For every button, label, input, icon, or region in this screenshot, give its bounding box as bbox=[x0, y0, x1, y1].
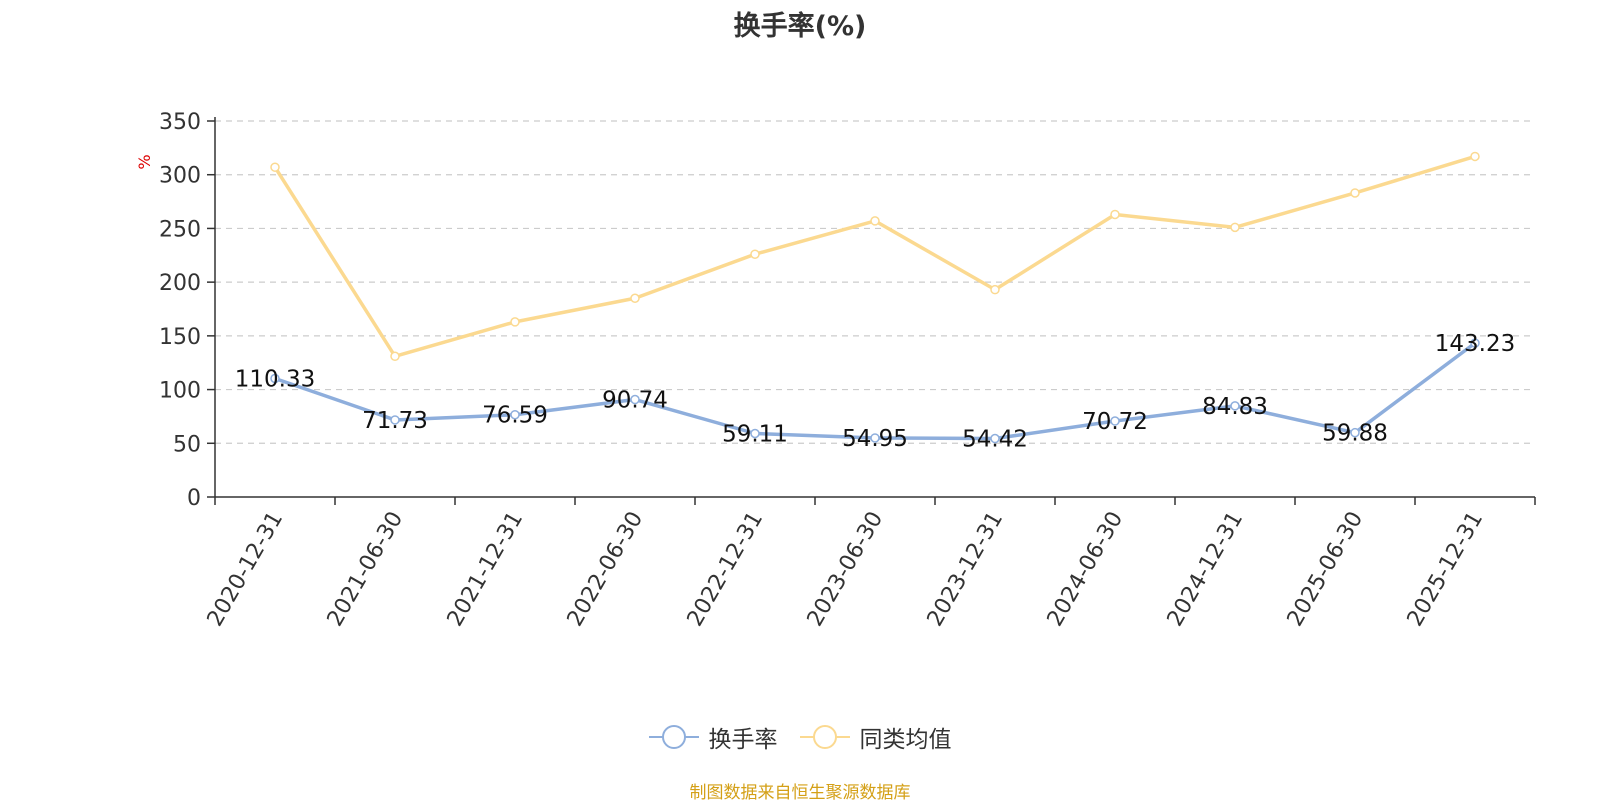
y-tick-label-250: 250 bbox=[159, 217, 201, 242]
series-2-point-2020-12-31 bbox=[270, 162, 280, 172]
legend-label-series-2: 同类均值 bbox=[859, 727, 952, 753]
legend: 换手率 同类均值 bbox=[0, 720, 1600, 754]
series-2-point-2021-06-30 bbox=[390, 351, 400, 362]
series-2-point-2023-12-31 bbox=[990, 284, 1000, 295]
x-tick-label-2022-06-30: 2022-06-30 bbox=[563, 508, 649, 631]
x-tick-label-2020-12-31: 2020-12-31 bbox=[203, 508, 289, 631]
series-2-point-2024-12-31 bbox=[1230, 222, 1240, 233]
series-1-point-2023-12-31 bbox=[990, 433, 1000, 444]
y-tick-label-300: 300 bbox=[159, 164, 201, 189]
series-1-point-2023-06-30 bbox=[870, 433, 880, 443]
x-tick-label-2021-12-31: 2021-12-31 bbox=[443, 508, 529, 631]
data-label-2023-06-30: 54.95 bbox=[842, 426, 908, 452]
series-2-point-2025-06-30 bbox=[1350, 188, 1360, 198]
legend-marker-series-2 bbox=[799, 725, 850, 749]
series-1-point-2025-06-30 bbox=[1350, 427, 1360, 438]
series-2-point-2024-06-30 bbox=[1110, 209, 1120, 220]
legend-item-series-2[interactable]: 同类均值 bbox=[799, 720, 952, 754]
data-label-2022-06-30: 90.74 bbox=[602, 388, 668, 414]
y-tick-label-350: 350 bbox=[159, 110, 201, 135]
series-1-point-2021-12-31 bbox=[510, 409, 520, 420]
x-tick-label-2024-12-31: 2024-12-31 bbox=[1163, 508, 1249, 631]
x-tick-label-2025-06-30: 2025-06-30 bbox=[1283, 508, 1369, 631]
series-1-point-2022-06-30 bbox=[630, 394, 640, 405]
x-tick-label-2025-12-31: 2025-12-31 bbox=[1403, 508, 1489, 631]
data-label-2023-12-31: 54.42 bbox=[962, 427, 1028, 453]
data-label-2024-12-31: 84.83 bbox=[1202, 394, 1268, 420]
legend-item-series-1[interactable]: 换手率 bbox=[648, 720, 778, 754]
y-tick-label-50: 50 bbox=[173, 432, 201, 457]
source-note: 制图数据来自恒生聚源数据库 bbox=[689, 783, 911, 803]
series-1-point-2021-06-30 bbox=[390, 415, 400, 425]
x-tick-label-2024-06-30: 2024-06-30 bbox=[1043, 508, 1129, 631]
series-line-1 bbox=[274, 341, 1477, 441]
series-2-point-2022-12-31 bbox=[750, 249, 760, 259]
data-label-2025-06-30: 59.88 bbox=[1322, 421, 1388, 447]
x-tick-label-2023-12-31: 2023-12-31 bbox=[923, 508, 1009, 631]
series-1-point-2022-12-31 bbox=[750, 428, 760, 439]
y-tick-label-100: 100 bbox=[159, 379, 201, 404]
series-2-point-2021-12-31 bbox=[510, 317, 520, 327]
series-line-2 bbox=[273, 154, 1476, 359]
legend-marker-series-1 bbox=[648, 725, 699, 749]
data-label-2022-12-31: 59.11 bbox=[722, 421, 788, 447]
y-tick-label-0: 0 bbox=[187, 486, 201, 511]
series-1-point-2025-12-31 bbox=[1470, 338, 1480, 348]
series-2-point-2025-12-31 bbox=[1470, 151, 1480, 162]
chart-title: 换手率(%) bbox=[733, 11, 867, 42]
data-label-2025-12-31: 143.23 bbox=[1435, 331, 1515, 357]
series-2-point-2022-06-30 bbox=[630, 293, 640, 304]
y-tick-label-200: 200 bbox=[159, 271, 201, 296]
series-1-point-2020-12-31 bbox=[270, 373, 280, 384]
data-label-2021-06-30: 71.73 bbox=[362, 408, 428, 434]
data-label-2020-12-31: 110.33 bbox=[235, 366, 315, 392]
series-1-point-2024-06-30 bbox=[1110, 416, 1120, 426]
y-tick-label-150: 150 bbox=[159, 325, 201, 350]
x-tick-label-2021-06-30: 2021-06-30 bbox=[323, 508, 409, 631]
data-label-2024-06-30: 70.72 bbox=[1082, 409, 1148, 435]
series-1-point-2024-12-31 bbox=[1230, 401, 1240, 411]
legend-label-series-1: 换手率 bbox=[708, 727, 778, 753]
x-tick-label-2023-06-30: 2023-06-30 bbox=[803, 508, 889, 631]
x-tick-label-2022-12-31: 2022-12-31 bbox=[683, 508, 769, 631]
data-label-2021-12-31: 76.59 bbox=[482, 403, 548, 429]
series-2-point-2023-06-30 bbox=[870, 216, 880, 226]
y-axis-unit: % bbox=[135, 154, 154, 169]
